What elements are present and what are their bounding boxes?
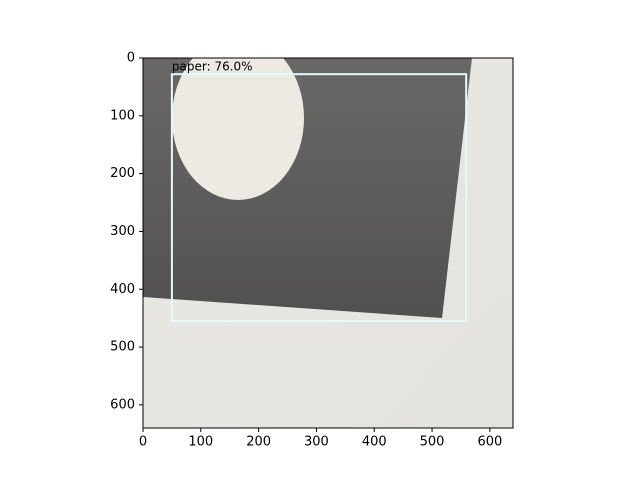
- x-tick-label: 600: [477, 435, 502, 450]
- x-tick-label: 0: [139, 435, 147, 450]
- y-tick-label: 400: [110, 282, 135, 297]
- y-tick-label: 100: [110, 108, 135, 123]
- x-tick-label: 500: [420, 435, 445, 450]
- axes-frame: [142, 57, 514, 429]
- hole: [172, 58, 304, 200]
- y-tick-label: 500: [110, 340, 135, 355]
- x-tick-label: 200: [246, 435, 271, 450]
- photo: [143, 58, 513, 428]
- y-tick-label: 200: [110, 166, 135, 181]
- detection-box: [170, 73, 468, 323]
- x-tick-label: 400: [362, 435, 387, 450]
- y-tick-label: 300: [110, 224, 135, 239]
- y-tick-label: 600: [110, 397, 135, 412]
- x-tick-label: 100: [188, 435, 213, 450]
- x-tick-label: 300: [304, 435, 329, 450]
- y-tick-label: 0: [127, 51, 135, 66]
- box-label: paper: 76.0%: [172, 60, 253, 74]
